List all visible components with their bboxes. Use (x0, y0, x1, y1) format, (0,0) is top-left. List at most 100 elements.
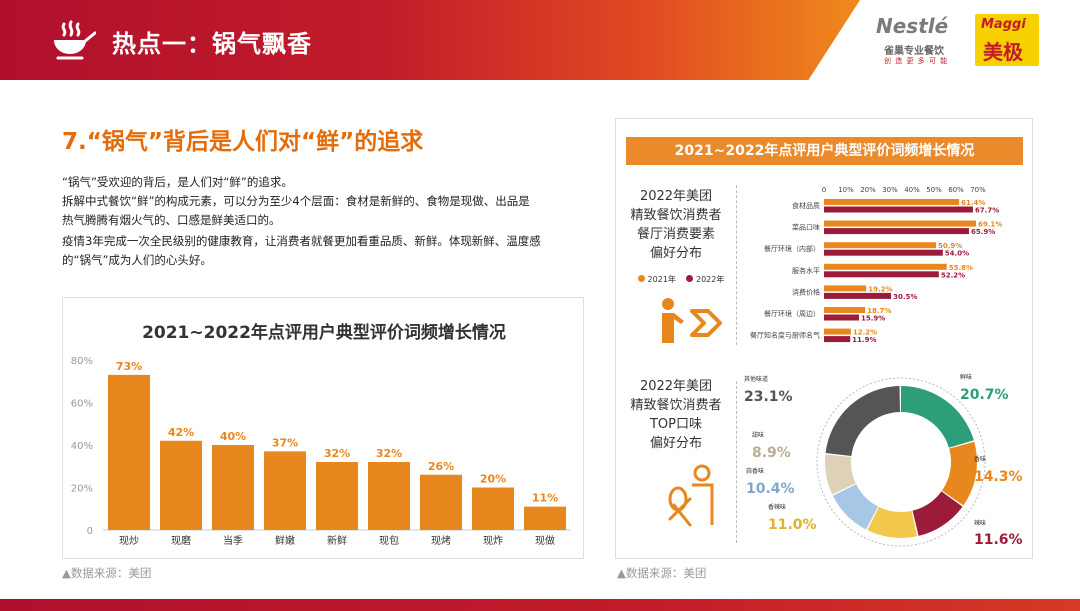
slice-value-label: 14.3% (974, 469, 1023, 485)
bar (824, 314, 859, 321)
slice-value-label: 11.0% (768, 517, 817, 533)
chef-icon (668, 464, 714, 527)
x-tick-label: 70% (970, 186, 986, 194)
slice-value-label: 11.6% (974, 532, 1023, 548)
bar (824, 206, 973, 213)
slice-name-label: 甜味 (752, 431, 764, 439)
slice-value-label: 8.9% (752, 445, 791, 461)
bar (824, 328, 851, 335)
bar (824, 249, 943, 256)
legend-2022: 2022年 (696, 275, 725, 284)
x-tick-label: 现炸 (483, 535, 503, 547)
nestle-logo: Nestlé 雀巢专业餐饮 创 造 更 多 可 能 (876, 14, 949, 65)
x-tick-label: 当季 (223, 534, 243, 547)
horizontal-bar-chart: 0 10% 20% 30% 40% 50% 60% 70% 食材品质 61.4%67.7% 菜品口味… (750, 186, 1002, 344)
paragraph-line: 热气腾腾有烟火气的、口感是鲜美适口的。 (62, 213, 281, 227)
x-tick-label: 20% (860, 186, 876, 194)
bar-value-label: 15.9% (861, 315, 885, 323)
category-label: 餐厅环境（内部） (764, 244, 820, 253)
category-label: 餐厅知名度与厨师名气 (750, 331, 820, 340)
bar-value-label: 12.2% (853, 329, 877, 337)
slice-name-label: 蒜香味 (746, 467, 764, 475)
wok-flame-icon (54, 20, 96, 60)
bar (472, 487, 514, 530)
right-panel-header: 2021~2022年点评用户典型评价词频增长情况 (626, 137, 1023, 165)
page-title: 热点一：锅气飘香 (112, 30, 312, 58)
data-source-right: ▲数据来源：美团 (617, 566, 707, 580)
bar-value-label: 61.4% (961, 199, 985, 207)
x-tick-label: 现炒 (119, 535, 139, 547)
bar (824, 228, 969, 235)
bar-value-label: 26% (428, 460, 454, 473)
bar (824, 263, 947, 270)
bar-value-label: 20% (480, 473, 506, 486)
x-tick-label: 鲜嫩 (275, 534, 295, 547)
footer-bar (0, 599, 1080, 611)
y-tick-label: 20% (71, 484, 93, 495)
legend: 2021年 2022年 (638, 274, 724, 285)
banner-gradient (0, 0, 860, 80)
x-tick-label: 现磨 (171, 535, 191, 547)
paragraph-line: 拆解中式餐饮“鲜”的构成元素，可以分为至少4个层面：食材是新鲜的、食物是现做、出… (62, 194, 530, 208)
bar (160, 440, 202, 530)
bar (824, 307, 866, 313)
x-tick-label: 50% (926, 186, 942, 194)
x-tick-label: 10% (838, 186, 854, 194)
bar-value-label: 42% (168, 426, 194, 439)
bar (524, 506, 566, 530)
bar (824, 242, 936, 249)
x-tick-label: 0 (822, 186, 826, 194)
legend-2021: 2021年 (647, 275, 676, 284)
slice-value-label: 10.4% (746, 481, 795, 497)
bar-value-label: 30.5% (893, 293, 917, 301)
slice-value-label: 23.1% (744, 389, 793, 405)
slice-value-label: 20.7% (960, 387, 1009, 403)
bar (264, 451, 306, 530)
data-source-left: ▲数据来源：美团 (62, 566, 152, 580)
bar-value-label: 69.1% (978, 221, 1002, 229)
taste-preference-label: 2022年美团 精致餐饮消费者 TOP口味 偏好分布 (630, 379, 722, 451)
category-label: 菜品口味 (792, 223, 820, 232)
paragraph-line: 的“锅气”成为人们的心头好。 (62, 253, 212, 267)
bar-chart: 0 20% 40% 60% 80% 73% 现炒 42% 现磨 40% 当季 37% 鲜嫩 32% 新鲜 32… (71, 356, 571, 547)
donut-slice (832, 484, 879, 530)
presenter-icon (662, 298, 722, 343)
y-tick-label: 40% (71, 441, 93, 452)
slice-name-label: 其他味道 (744, 375, 768, 383)
slice-name-label: 香辣味 (768, 503, 786, 511)
x-tick-label: 40% (904, 186, 920, 194)
donut-slice (825, 386, 901, 457)
bar (108, 374, 150, 530)
y-tick-label: 80% (71, 356, 93, 367)
donut-slice (901, 386, 974, 448)
bar-value-label: 32% (324, 447, 350, 460)
divider-line (736, 185, 737, 345)
x-tick-label: 现包 (379, 534, 399, 547)
paragraph-line: “锅气”受欢迎的背后，是人们对“鲜”的追求。 (62, 175, 293, 189)
x-tick-label: 现烤 (431, 534, 451, 547)
bar-value-label: 40% (220, 430, 246, 443)
divider-line (736, 381, 737, 543)
bar-chart-card: 2021~2022年点评用户典型评价词频增长情况 0 20% 40% 60% 80% 73… (62, 297, 584, 559)
bar-value-label: 37% (272, 436, 298, 449)
outer-ring (816, 377, 986, 547)
header-banner: 热点一：锅气飘香 Nestlé 雀巢专业餐饮 创 造 更 多 可 能 Maggi… (0, 0, 1080, 80)
bar-value-label: 65.9% (971, 228, 995, 236)
category-label: 服务水平 (792, 266, 820, 275)
bar-value-label: 32% (376, 447, 402, 460)
donut-slice (825, 454, 856, 495)
bar (824, 271, 939, 278)
category-label: 消费价格 (792, 287, 820, 296)
slice-name-label: 鲜味 (960, 373, 972, 381)
x-tick-label: 60% (948, 186, 964, 194)
bar (824, 292, 892, 299)
right-panel: 2021~2022年点评用户典型评价词频增长情况 2022年美团 精致餐饮消费者… (615, 118, 1033, 559)
slice-name-label: 香味 (974, 455, 986, 463)
bar-value-label: 67.7% (975, 207, 999, 215)
chart-title: 2021~2022年点评用户典型评价词频增长情况 (142, 323, 506, 343)
bar-value-label: 50.9% (938, 242, 962, 250)
bar-value-label: 73% (116, 360, 142, 373)
bar (368, 462, 410, 530)
bar (212, 445, 254, 530)
bar (824, 220, 977, 227)
